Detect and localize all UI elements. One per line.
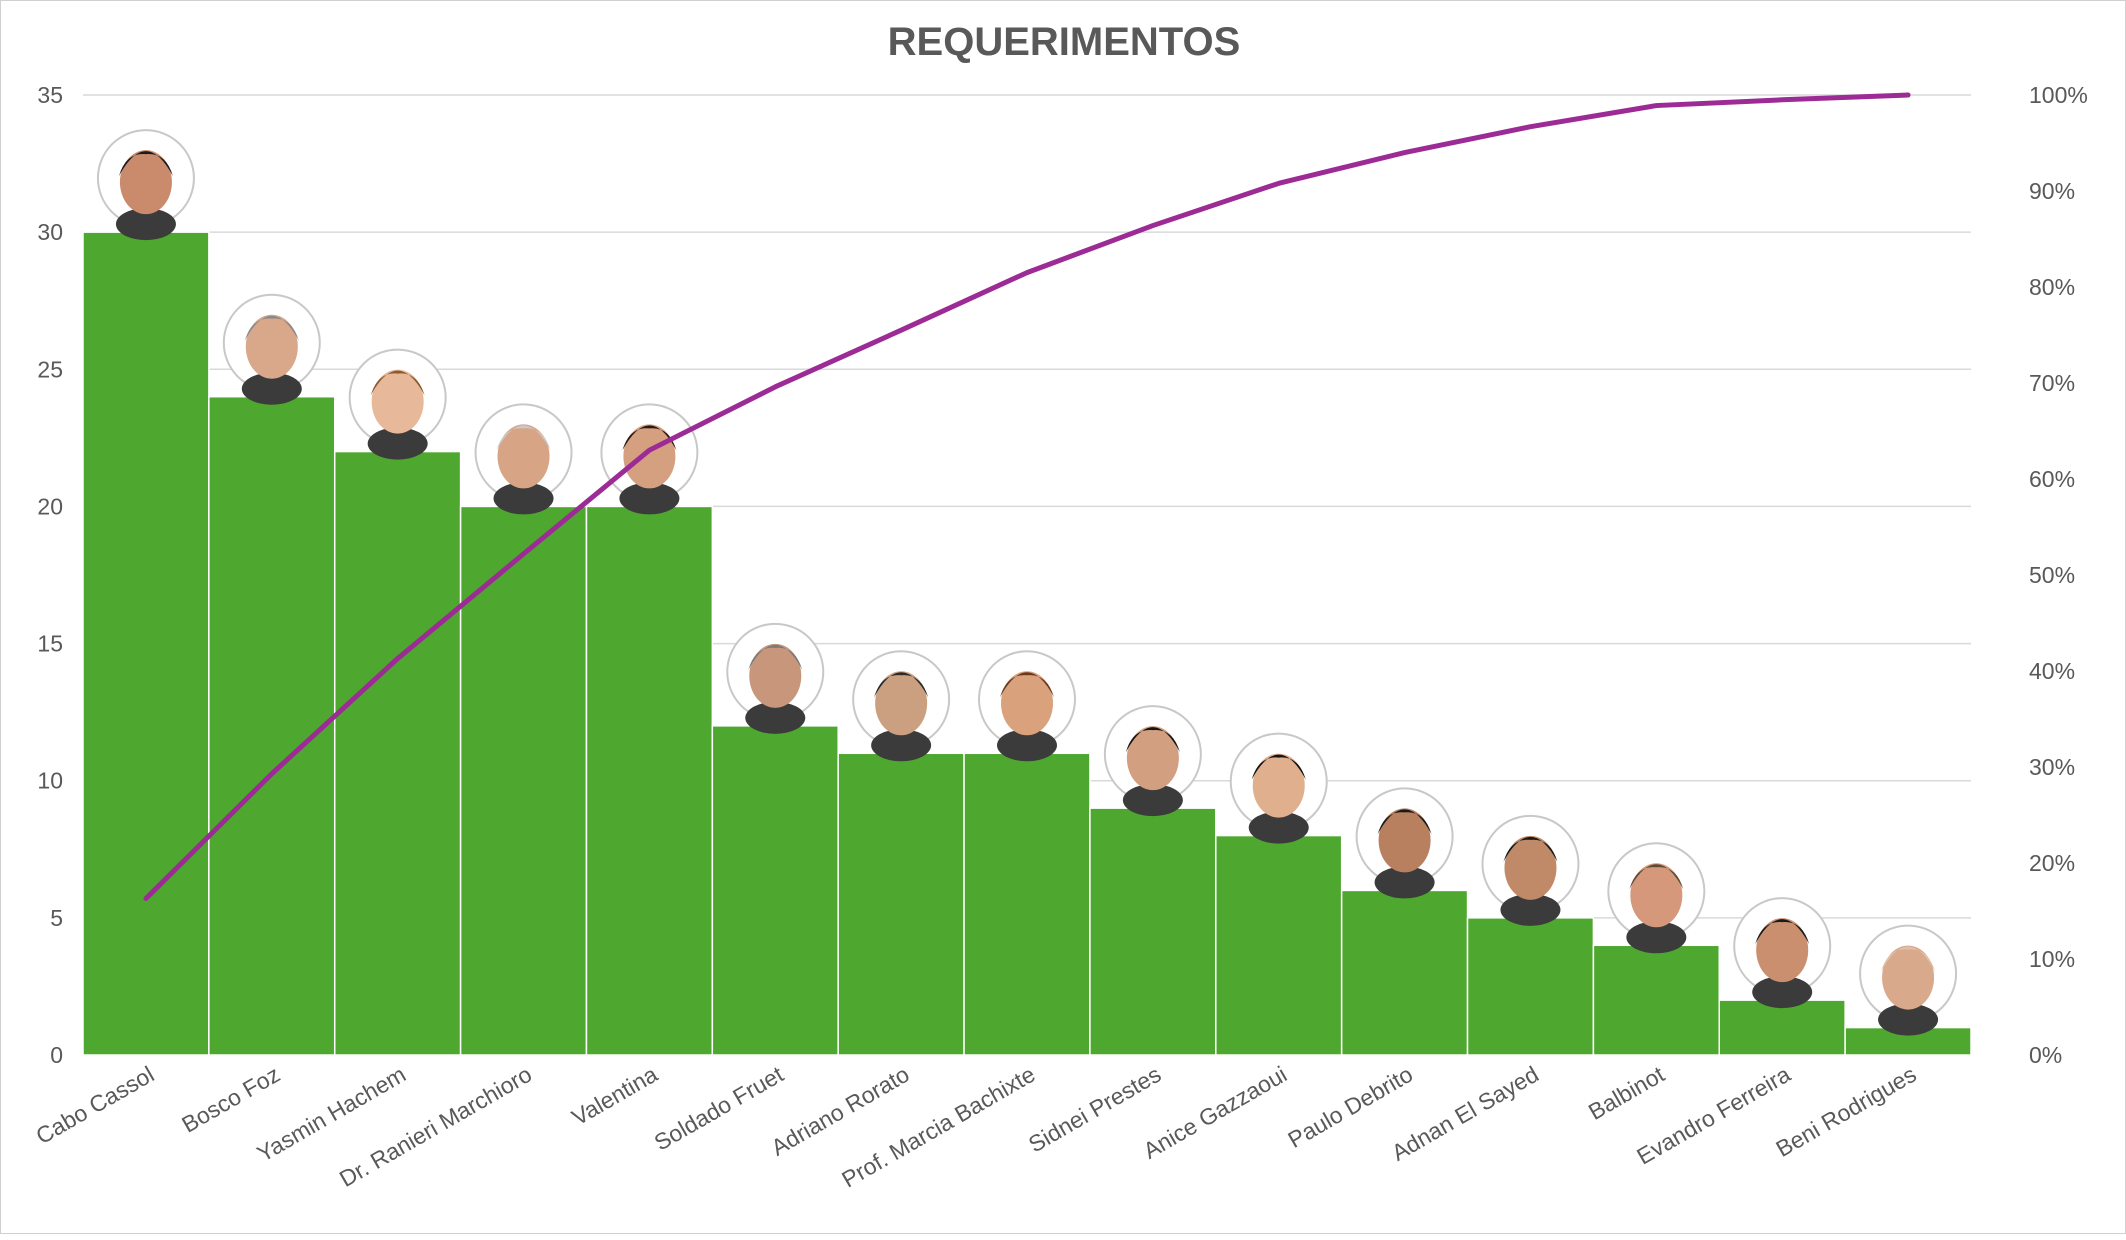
avatar-face (246, 315, 298, 379)
y2-tick-label: 90% (2029, 178, 2075, 204)
category-label: Bosco Foz (177, 1061, 284, 1138)
bar (335, 452, 461, 1055)
category-label: Anice Gazzaoui (1139, 1061, 1292, 1164)
avatar-photo (1734, 898, 1830, 1008)
avatar-face (1630, 863, 1682, 927)
avatar-photo (350, 350, 446, 460)
avatar-face (1379, 808, 1431, 872)
avatar-face (1001, 671, 1053, 735)
avatar-face (1756, 918, 1808, 982)
avatar-photo (601, 404, 697, 514)
avatar-photo (98, 130, 194, 240)
avatar-face (875, 671, 927, 735)
avatar-photo (853, 651, 949, 761)
bar (964, 753, 1090, 1055)
y-tick-label: 0 (50, 1042, 63, 1068)
bar (83, 232, 209, 1055)
avatar-photo (727, 624, 823, 734)
y2-tick-label: 20% (2029, 850, 2075, 876)
avatar-face (1127, 726, 1179, 790)
y2-tick-label: 0% (2029, 1042, 2062, 1068)
y-tick-label: 10 (37, 768, 63, 794)
avatar-face (1504, 836, 1556, 900)
avatar-face (498, 424, 550, 488)
y2-tick-label: 40% (2029, 658, 2075, 684)
y2-tick-label: 70% (2029, 370, 2075, 396)
bar (1468, 918, 1594, 1055)
avatar-photo (476, 404, 572, 514)
y2-tick-label: 30% (2029, 754, 2075, 780)
avatar-face (372, 370, 424, 434)
category-label: Cabo Cassol (31, 1061, 158, 1149)
avatar-photo (1482, 816, 1578, 926)
y-tick-label: 35 (37, 82, 63, 108)
avatar-photo (1231, 734, 1327, 844)
y-tick-label: 30 (37, 219, 63, 245)
y-tick-label: 15 (37, 631, 63, 657)
bar (1090, 808, 1216, 1055)
y2-tick-label: 80% (2029, 274, 2075, 300)
avatar-face (1253, 754, 1305, 818)
y2-tick-label: 60% (2029, 466, 2075, 492)
bar (1593, 945, 1719, 1055)
bar (1216, 836, 1342, 1055)
avatar-face (623, 424, 675, 488)
chart-title: REQUERIMENTOS (888, 20, 1241, 64)
avatar-face (1882, 946, 1934, 1010)
avatar-photo (224, 295, 320, 405)
bar (712, 726, 838, 1055)
avatar-face (749, 644, 801, 708)
avatar-photo (1105, 706, 1201, 816)
category-label: Beni Rodrigues (1771, 1061, 1920, 1162)
bar (1719, 1000, 1845, 1055)
y2-tick-label: 10% (2029, 946, 2075, 972)
avatar-photo (979, 651, 1075, 761)
bar (209, 397, 335, 1055)
y-tick-label: 25 (37, 356, 63, 382)
bar (586, 506, 712, 1055)
bar (838, 753, 964, 1055)
category-label: Valentina (567, 1061, 662, 1131)
avatar-photo (1860, 926, 1956, 1036)
category-label: Balbinot (1584, 1061, 1670, 1125)
avatar-photo (1357, 788, 1453, 898)
avatar-photo (1608, 843, 1704, 953)
avatar-face (120, 150, 172, 214)
y2-tick-label: 100% (2029, 82, 2088, 108)
y-tick-label: 5 (50, 905, 63, 931)
bar (1342, 890, 1468, 1055)
y-tick-label: 20 (37, 493, 63, 519)
y2-tick-label: 50% (2029, 562, 2075, 588)
